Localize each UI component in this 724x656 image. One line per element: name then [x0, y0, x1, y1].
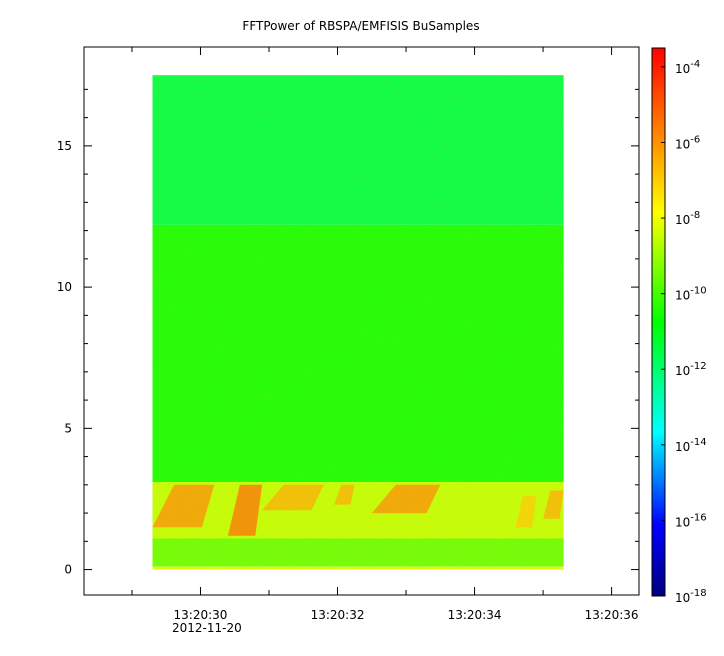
x-tick-label: 13:20:36	[585, 608, 639, 622]
colorbar-tick-label: 10-18	[675, 588, 707, 605]
colorbar: 10-4 10-6 10-8 10-10 10-12 10-14 10-16 10-18	[651, 47, 707, 605]
y-axis: 0 5 10 15	[57, 88, 639, 577]
x-axis: 13:20:30 13:20:32 13:20:34 13:20:36	[131, 47, 639, 622]
plot-area: 13:20:30 13:20:32 13:20:34 13:20:36 051015 …	[57, 46, 640, 635]
colorbar-tick-label: 10-14	[675, 437, 707, 454]
colorbar-tick-label: 10-6	[675, 134, 700, 151]
colorbar-tick-label: 10-12	[675, 361, 707, 378]
y-tick-label: 15	[57, 139, 72, 153]
chart-title: FFTPower of RBSPA/EMFISIS BuSamples	[242, 19, 479, 33]
colorbar-tick-label: 10-8	[675, 210, 700, 227]
x-date-label: 2012-11-20	[172, 621, 242, 635]
y-tick-label: 5	[64, 421, 72, 435]
colorbar-tick-label: 10-16	[675, 512, 707, 529]
colorbar-ticks: 10-4 10-6 10-8 10-10 10-12 10-14 10-16 10-18	[661, 59, 707, 605]
x-tick-label: 13:20:30	[174, 608, 228, 622]
colorbar-tick-label: 10-10	[675, 286, 707, 303]
y-tick-label: 10	[57, 280, 72, 294]
x-tick-label: 13:20:34	[448, 608, 502, 622]
noise-texture	[152, 75, 564, 570]
colorbar-tick-label: 10-4	[675, 59, 700, 76]
colorbar-gradient	[651, 47, 666, 597]
x-tick-label: 13:20:32	[311, 608, 365, 622]
y-tick-label: 0	[64, 563, 72, 577]
